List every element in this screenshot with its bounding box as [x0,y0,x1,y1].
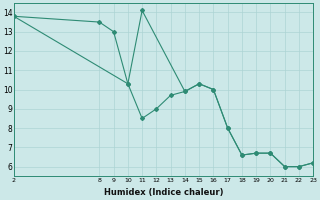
X-axis label: Humidex (Indice chaleur): Humidex (Indice chaleur) [104,188,223,197]
